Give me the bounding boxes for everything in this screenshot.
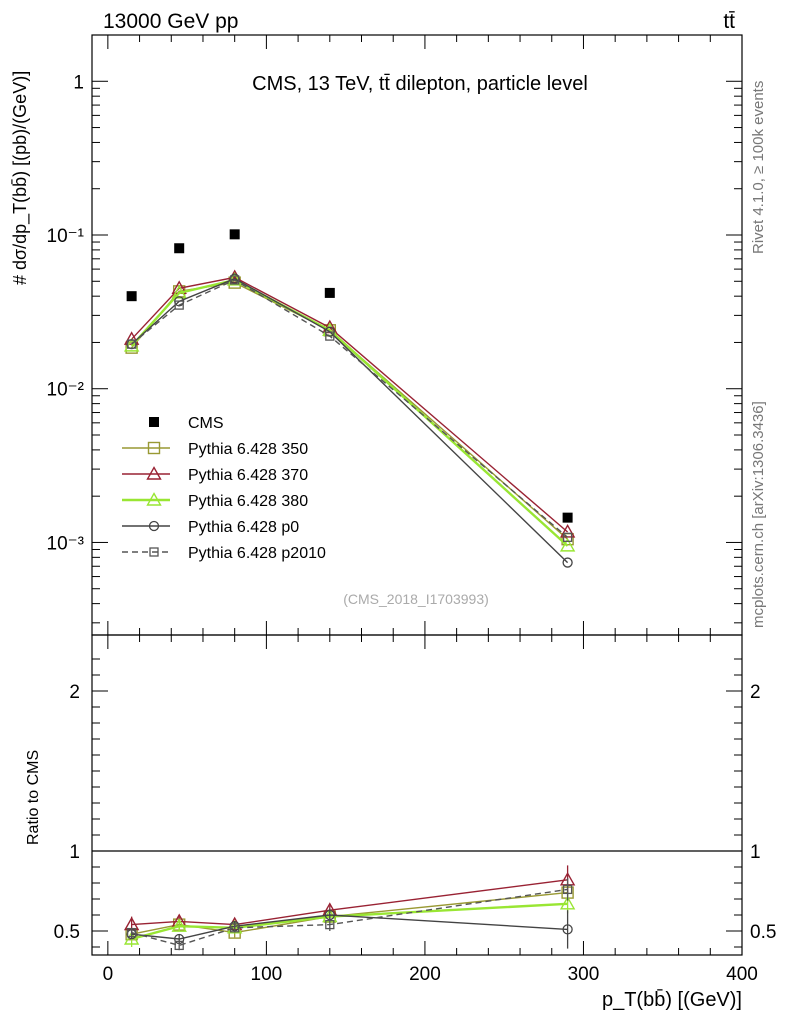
data-point xyxy=(226,269,243,284)
legend-label: CMS xyxy=(188,415,224,432)
ratio-point xyxy=(562,884,573,895)
ratio-point xyxy=(171,918,187,932)
ratio-x-tick-label: 300 xyxy=(568,964,600,985)
ratio-x-tick-label: 100 xyxy=(251,964,283,985)
legend-marker xyxy=(146,466,162,480)
ratio-x-tick-label: 200 xyxy=(409,964,441,985)
main-series xyxy=(123,229,576,568)
mcplots-label: mcplots.cern.ch [arXiv:1306.3436] xyxy=(750,401,767,628)
legend-entry: Pythia 6.428 350 xyxy=(122,441,308,458)
data-point xyxy=(174,243,185,254)
ratio-panel: Ratio to CMS p_T(bb̄) [(GeV)] 0.5 0.5 1 1 2 2… xyxy=(25,634,776,1011)
series-line xyxy=(131,277,569,564)
ratio-point xyxy=(325,919,335,930)
legend-marker xyxy=(149,417,159,427)
rivet-label: Rivet 4.1.0, ≥ 100k events xyxy=(750,81,767,254)
legend-marker xyxy=(146,492,162,506)
series-line xyxy=(131,279,569,538)
ratio-y-tick-label: 2 xyxy=(69,682,80,703)
watermark: (CMS_2018_I1703993) xyxy=(343,591,489,607)
ratio-line xyxy=(131,891,568,935)
legend-label: Pythia 6.428 380 xyxy=(188,493,308,510)
legend-entry: Pythia 6.428 380 xyxy=(122,492,308,510)
main-panel: CMS, 13 TeV, tt̄ dilepton, particle leve… xyxy=(10,34,743,636)
data-point xyxy=(562,557,573,568)
ratio-ylabel: Ratio to CMS xyxy=(25,750,42,845)
ratio-y-tick-label-right: 1 xyxy=(750,842,761,863)
header-left: 13000 GeV pp xyxy=(103,10,238,33)
ratio-series-0 xyxy=(125,883,574,941)
data-point xyxy=(325,331,335,341)
ratio-axes: 0.5 0.5 1 1 2 2 0 100 200 300 400 xyxy=(54,635,776,985)
legend-label: Pythia 6.428 p2010 xyxy=(188,545,326,562)
ratio-series-2 xyxy=(123,894,576,947)
legend-entry: Pythia 6.428 p0 xyxy=(122,519,299,536)
legend-entry: Pythia 6.428 370 xyxy=(122,466,308,484)
main-y-tick-label: 10⁻³ xyxy=(47,533,85,554)
ratio-point xyxy=(562,924,573,935)
ratio-series xyxy=(123,865,576,951)
data-point xyxy=(171,284,187,299)
data-point xyxy=(229,229,240,240)
legend-entry: Pythia 6.428 p2010 xyxy=(122,545,326,562)
data-point xyxy=(174,300,184,310)
ratio-y-tick-label-right: 0.5 xyxy=(750,922,776,943)
ratio-frame xyxy=(91,634,743,956)
legend: CMS Pythia 6.428 350 Pythia 6.428 370 Pythi… xyxy=(122,415,326,562)
legend-marker xyxy=(149,547,159,557)
series-0 xyxy=(126,229,573,523)
ratio-line xyxy=(131,888,568,947)
ratio-x-tick-label: 400 xyxy=(726,964,758,985)
data-point xyxy=(125,341,138,354)
data-point xyxy=(123,337,140,352)
main-y-tick-label: 1 xyxy=(73,72,84,93)
header: 13000 GeV pp tt̄ xyxy=(103,10,735,33)
data-point xyxy=(126,339,137,349)
legend-marker xyxy=(148,520,160,532)
data-point xyxy=(559,537,576,552)
ratio-xlabel: p_T(bb̄) [(GeV)] xyxy=(602,988,742,1011)
ratio-series-4 xyxy=(126,878,573,951)
ratio-x-tick-label: 0 xyxy=(103,964,114,985)
data-point xyxy=(562,512,573,523)
legend-label: Pythia 6.428 350 xyxy=(188,441,308,458)
data-point xyxy=(230,275,240,285)
ratio-y-tick-label: 1 xyxy=(69,842,80,863)
ratio-point xyxy=(126,927,137,938)
data-point xyxy=(126,291,137,302)
ratio-y-tick-label-right: 2 xyxy=(750,682,761,703)
ratio-point xyxy=(174,940,184,951)
ratio-point xyxy=(230,923,240,933)
ratio-point xyxy=(123,931,140,945)
ratio-y-tick-label: 0.5 xyxy=(54,922,80,943)
data-point xyxy=(562,532,573,542)
data-point xyxy=(226,272,243,286)
series-5 xyxy=(126,275,573,542)
main-ylabel: # dσ/dp_T(bb̄) [(pb)/(GeV)] xyxy=(10,71,31,285)
legend-label: Pythia 6.428 370 xyxy=(188,467,308,484)
data-point xyxy=(324,287,335,298)
series-line xyxy=(131,276,569,533)
ratio-line xyxy=(131,879,568,926)
main-title: CMS, 13 TeV, tt̄ dilepton, particle leve… xyxy=(252,73,588,95)
legend-label: Pythia 6.428 p0 xyxy=(188,519,299,536)
legend-marker xyxy=(147,441,161,455)
header-right: tt̄ xyxy=(723,10,735,33)
legend-entry: CMS xyxy=(149,415,224,432)
ratio-point xyxy=(559,895,576,910)
side-labels: Rivet 4.1.0, ≥ 100k events mcplots.cern.… xyxy=(750,81,767,628)
main-y-tick-label: 10⁻¹ xyxy=(47,226,85,247)
main-axes: 1 10⁻¹ 10⁻² 10⁻³ xyxy=(47,34,743,635)
main-y-tick-label: 10⁻² xyxy=(47,380,85,401)
